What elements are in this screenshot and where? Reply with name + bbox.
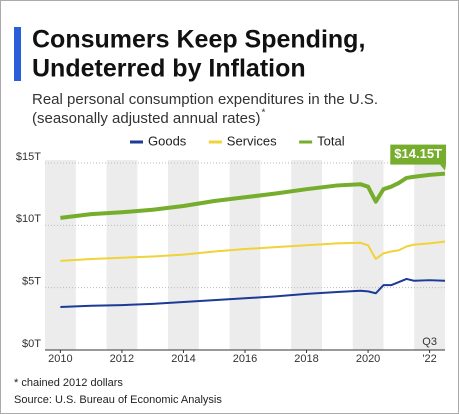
series-line	[60, 171, 446, 220]
footnote: * chained 2012 dollars	[14, 377, 123, 389]
year-band	[414, 160, 445, 350]
x-tick-label: 2010	[48, 353, 72, 365]
subtitle-line: (seasonally adjusted annual rates)	[32, 110, 260, 127]
legend-label: Goods	[148, 133, 187, 148]
series-line	[60, 277, 446, 308]
series-line	[60, 240, 446, 262]
value-label-bg	[390, 144, 447, 165]
x-tick-label: 2016	[233, 353, 257, 365]
x-tick-label: 2020	[356, 353, 380, 365]
legend-label: Services	[227, 133, 277, 148]
y-tick-label: $10T	[16, 213, 41, 225]
value-label-box: $14.15T	[390, 144, 447, 171]
title-line: Consumers Keep Spending,	[32, 26, 365, 54]
y-tick-label: $15T	[16, 151, 41, 163]
subtitle-mark: *	[261, 108, 265, 119]
y-tick-label: $0T	[22, 338, 41, 350]
source: Source: U.S. Bureau of Economic Analysis	[14, 394, 222, 406]
x-tick-label: 2014	[171, 353, 195, 365]
subtitle-line: Real personal consumption expenditures i…	[32, 91, 378, 108]
x-tick-label: '22	[422, 353, 436, 365]
year-band	[229, 160, 261, 350]
x-note: Q3	[422, 336, 437, 348]
x-tick-label: 2012	[110, 353, 134, 365]
accent-bar	[14, 27, 21, 81]
year-band	[352, 160, 384, 350]
x-tick-label: 2018	[294, 353, 318, 365]
legend-label: Total	[317, 133, 345, 148]
year-band	[45, 160, 76, 350]
value-label-pointer	[440, 164, 446, 171]
year-band	[106, 160, 138, 350]
y-tick-label: $5T	[22, 276, 41, 288]
value-label: $14.15T	[394, 146, 442, 161]
title-line: Undeterred by Inflation	[32, 55, 306, 83]
